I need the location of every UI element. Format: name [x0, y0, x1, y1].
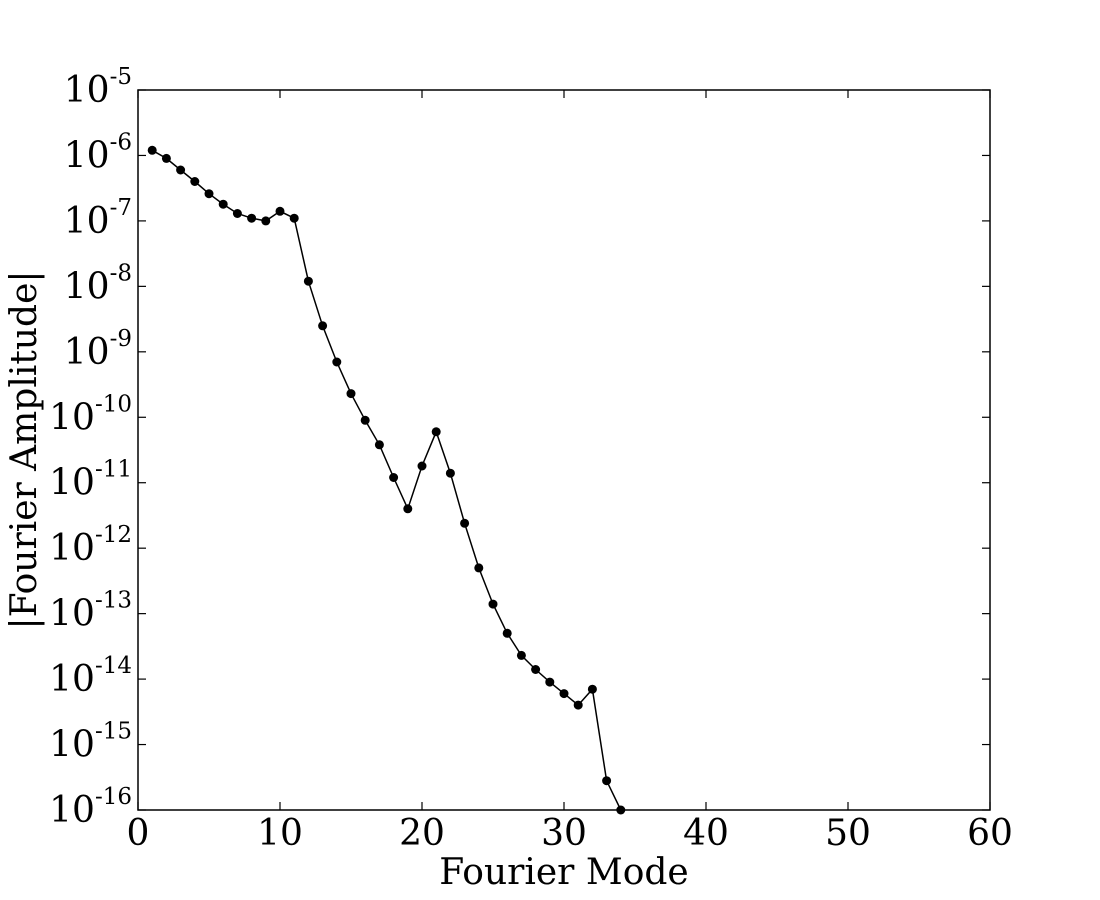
- y-tick-label: 10-7: [64, 195, 132, 242]
- x-tick-label: 0: [127, 813, 150, 854]
- data-point: [289, 213, 299, 223]
- data-point: [389, 473, 399, 482]
- data-point: [445, 468, 455, 478]
- data-point: [275, 206, 285, 216]
- series-layer: [147, 145, 626, 815]
- data-point: [346, 389, 356, 399]
- data-point: [431, 427, 441, 437]
- y-tick-label: 10-10: [49, 391, 132, 438]
- plot-frame: [137, 89, 991, 811]
- data-point: [147, 145, 157, 155]
- data-point: [360, 415, 370, 425]
- x-tick-label: 20: [399, 813, 445, 854]
- x-tick-label: 10: [257, 813, 303, 854]
- data-point: [232, 209, 242, 218]
- series-line: [151, 149, 622, 811]
- y-tick-label: 10-9: [64, 326, 132, 373]
- data-point: [502, 628, 512, 638]
- data-point: [332, 357, 342, 367]
- data-point: [587, 684, 597, 694]
- x-tick-label: 30: [541, 813, 587, 854]
- y-tick-label: 10-6: [64, 129, 132, 176]
- data-point: [261, 216, 271, 226]
- data-point: [318, 321, 328, 331]
- y-tick-label: 10-8: [64, 260, 132, 307]
- data-point: [417, 461, 427, 471]
- y-tick-label: 10-5: [64, 64, 132, 111]
- data-point: [474, 563, 484, 573]
- x-axis-label: Fourier Mode: [439, 852, 688, 893]
- axis-ticks: [137, 89, 991, 811]
- data-point: [190, 177, 200, 186]
- y-tick-label: 10-15: [49, 719, 132, 766]
- data-point: [218, 199, 228, 209]
- data-point: [204, 189, 214, 199]
- data-point: [516, 650, 526, 660]
- data-point: [247, 213, 257, 223]
- y-tick-label: 10-16: [49, 784, 132, 831]
- tick-labels: 0 10 20 30 40 50 60 10-5 10-6 10-7 10-8 10-9 10-10 10…: [49, 64, 1013, 854]
- data-point: [531, 665, 541, 674]
- y-tick-label: 10-12: [49, 522, 132, 569]
- data-point: [602, 776, 612, 786]
- y-tick-label: 10-13: [49, 588, 132, 635]
- data-point: [374, 440, 384, 450]
- data-point: [559, 689, 569, 699]
- data-point: [303, 276, 313, 286]
- data-point: [176, 165, 186, 175]
- y-tick-label: 10-11: [49, 457, 132, 504]
- data-point: [545, 677, 555, 687]
- x-tick-label: 60: [967, 813, 1013, 854]
- data-point: [460, 518, 470, 528]
- data-point: [403, 504, 413, 514]
- data-point: [488, 599, 498, 609]
- data-point: [161, 153, 171, 163]
- y-axis-label: |Fourier Amplitude|: [4, 270, 45, 629]
- y-tick-label: 10-14: [49, 653, 132, 700]
- x-tick-label: 40: [683, 813, 729, 854]
- data-point: [573, 700, 583, 710]
- x-tick-label: 50: [825, 813, 871, 854]
